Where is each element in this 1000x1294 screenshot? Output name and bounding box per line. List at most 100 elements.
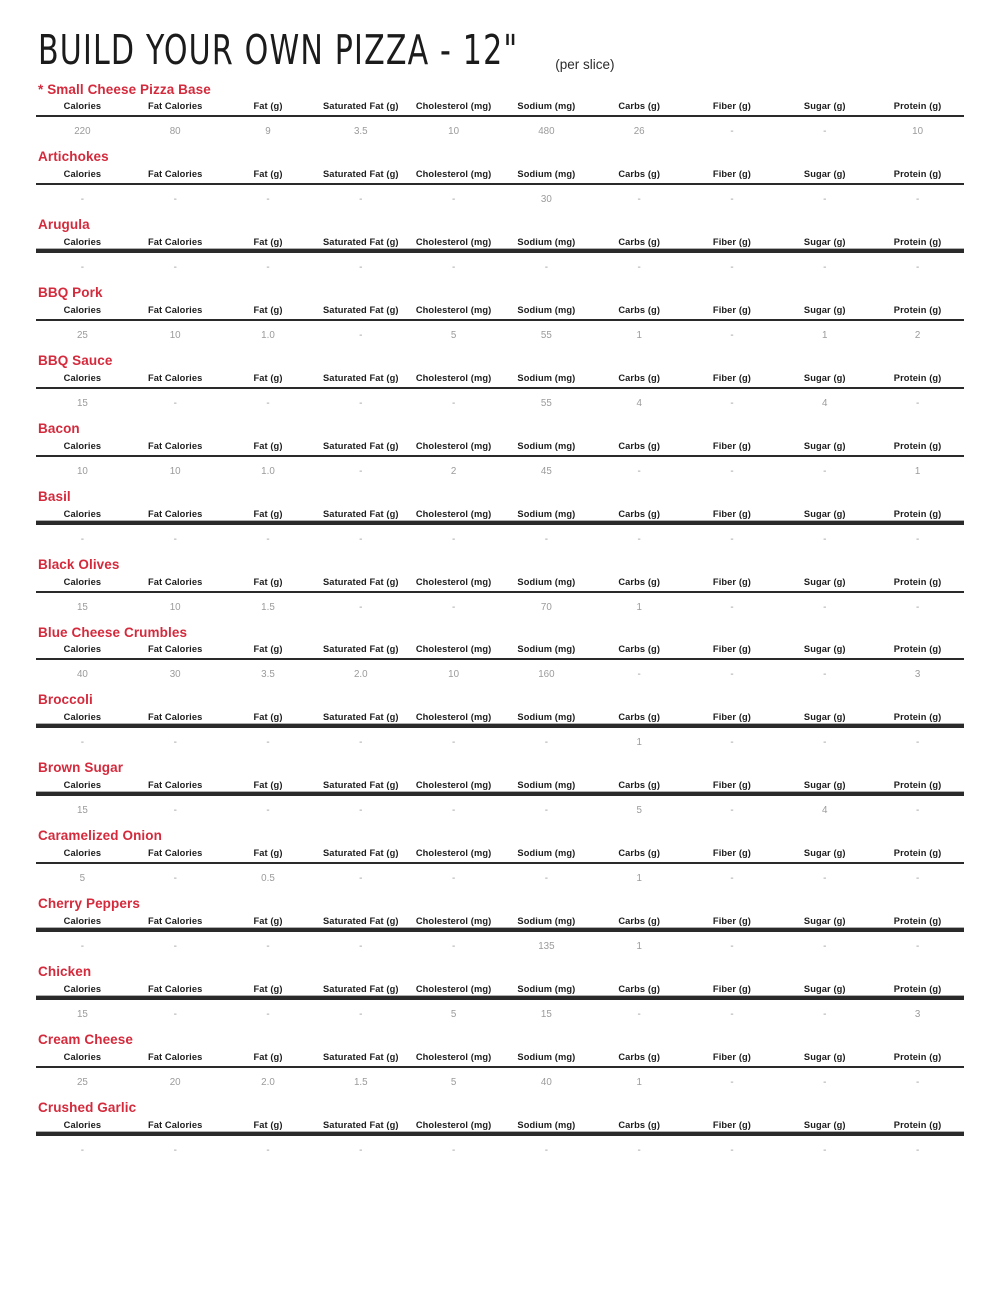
section-title: Black Olives [38, 556, 120, 572]
table-cell: - [359, 1144, 363, 1156]
column-header: Calories [36, 168, 129, 186]
table-header-row: Calories Fat Calories Fat (g) Saturated Fat… [36, 1050, 964, 1068]
ingredient-section: Black Olives Calories Fat Calories Fat (g) S… [36, 557, 964, 616]
table-header-row: Calories Fat Calories Fat (g) Saturated Fat… [36, 914, 964, 932]
section-title: Caramelized Onion [38, 828, 162, 844]
column-header: Fat (g) [221, 575, 315, 593]
column-header: Fiber (g) [685, 643, 779, 661]
column-header: Cholesterol (mg) [407, 779, 500, 797]
table-cell: - [915, 1144, 920, 1156]
table-cell: 15 [76, 805, 88, 817]
ingredient-section: Bacon Calories Fat Calories Fat (g) Saturate… [36, 421, 964, 480]
column-header: Sodium (mg) [499, 643, 593, 661]
column-header: Sugar (g) [778, 711, 872, 729]
column-header: Cholesterol (mg) [407, 982, 500, 1000]
column-header: Saturated Fat (g) [314, 507, 408, 525]
table-cell: - [915, 940, 920, 952]
table-cell: 30 [540, 194, 552, 206]
table-header-row: Calories Fat Calories Fat (g) Saturated Fat… [36, 575, 964, 593]
table-cell: 2.0 [261, 1076, 275, 1088]
nutrition-table: Calories Fat Calories Fat (g) Saturated Fat… [36, 575, 964, 616]
column-header: Sugar (g) [778, 507, 872, 525]
column-header: Saturated Fat (g) [314, 982, 408, 1000]
column-header: Cholesterol (mg) [407, 643, 500, 661]
table-cell: - [730, 533, 734, 545]
table-cell: - [173, 533, 177, 545]
column-header: Sugar (g) [778, 643, 872, 661]
table-cell: - [80, 262, 85, 274]
column-header: Calories [36, 236, 129, 254]
column-header: Carbs (g) [592, 100, 686, 118]
column-header: Fat (g) [221, 1050, 315, 1068]
column-header: Fat (g) [221, 1118, 315, 1136]
table-cell: - [823, 873, 827, 885]
ingredient-section: Chicken Calories Fat Calories Fat (g) Satura… [36, 964, 964, 1023]
page-title: BUILD YOUR OWN PIZZA - 12" [38, 26, 519, 75]
column-header: Protein (g) [871, 711, 964, 729]
column-header: Sodium (mg) [499, 779, 593, 797]
table-header-row: Calories Fat Calories Fat (g) Saturated Fat… [36, 371, 964, 389]
column-header: Saturated Fat (g) [314, 779, 408, 797]
table-cell: - [359, 330, 363, 342]
table-row: - - - - - 30 - - - - [36, 184, 964, 208]
column-header: Calories [36, 1118, 129, 1136]
column-header: Fiber (g) [685, 711, 779, 729]
column-header: Protein (g) [871, 236, 964, 254]
table-cell: - [637, 465, 641, 477]
table-cell: 15 [76, 1008, 88, 1020]
column-header: Protein (g) [871, 779, 964, 797]
column-header: Saturated Fat (g) [314, 847, 408, 865]
ingredient-section: BBQ Sauce Calories Fat Calories Fat (g) Satu… [36, 353, 964, 412]
table-cell: - [359, 194, 363, 206]
column-header: Carbs (g) [592, 982, 686, 1000]
column-header: Sugar (g) [778, 100, 872, 118]
table-cell: - [823, 533, 827, 545]
table-cell: - [730, 940, 734, 952]
column-header: Cholesterol (mg) [407, 1050, 500, 1068]
table-cell: - [80, 533, 85, 545]
column-header: Carbs (g) [592, 168, 686, 186]
sections-container: * Small Cheese Pizza Base Calories Fat Cal… [36, 82, 964, 1159]
table-cell: - [173, 805, 177, 817]
table-cell: - [173, 940, 177, 952]
table-row: 25 10 1.0-5 55 1-1 2 [36, 320, 964, 344]
column-header: Fat Calories [128, 643, 222, 661]
column-header: Protein (g) [871, 439, 964, 457]
table-cell: - [266, 194, 270, 206]
table-cell: - [730, 465, 734, 477]
column-header: Fat Calories [128, 371, 222, 389]
table-cell: - [266, 737, 270, 749]
column-header: Fiber (g) [685, 304, 779, 322]
table-header-row: Calories Fat Calories Fat (g) Saturated Fat… [36, 711, 964, 729]
column-header: Fat Calories [128, 575, 222, 593]
table-cell: 25 [76, 330, 88, 342]
column-header: Sodium (mg) [499, 304, 593, 322]
column-header: Saturated Fat (g) [314, 914, 408, 932]
table-header-row: Calories Fat Calories Fat (g) Saturated Fat… [36, 982, 964, 1000]
table-cell: - [915, 397, 920, 409]
table-cell: 10 [169, 330, 181, 342]
table-cell: - [359, 465, 363, 477]
table-cell: - [823, 1144, 827, 1156]
column-header: Cholesterol (mg) [407, 847, 500, 865]
table-cell: - [823, 1008, 827, 1020]
table-header-row: Calories Fat Calories Fat (g) Saturated Fat… [36, 847, 964, 865]
nutrition-table: Calories Fat Calories Fat (g) Saturated Fat… [36, 439, 964, 480]
column-header: Fat Calories [128, 711, 222, 729]
table-cell: 5 [79, 873, 86, 885]
table-cell: - [637, 533, 641, 545]
section-title: Arugula [38, 217, 90, 233]
column-header: Fat Calories [128, 1050, 222, 1068]
nutrition-table: Calories Fat Calories Fat (g) Saturated Fat… [36, 507, 964, 548]
table-row: 220 80 9 3.5 10 480 26 - - 10 [36, 116, 964, 140]
table-cell: 2 [914, 330, 921, 342]
table-cell: - [637, 669, 641, 681]
table-row: ---------- [36, 524, 964, 548]
table-cell: - [173, 1008, 177, 1020]
table-cell: - [266, 805, 270, 817]
table-cell: - [915, 805, 920, 817]
column-header: Saturated Fat (g) [314, 711, 408, 729]
table-cell: - [823, 601, 827, 613]
column-header: Fat (g) [221, 711, 315, 729]
